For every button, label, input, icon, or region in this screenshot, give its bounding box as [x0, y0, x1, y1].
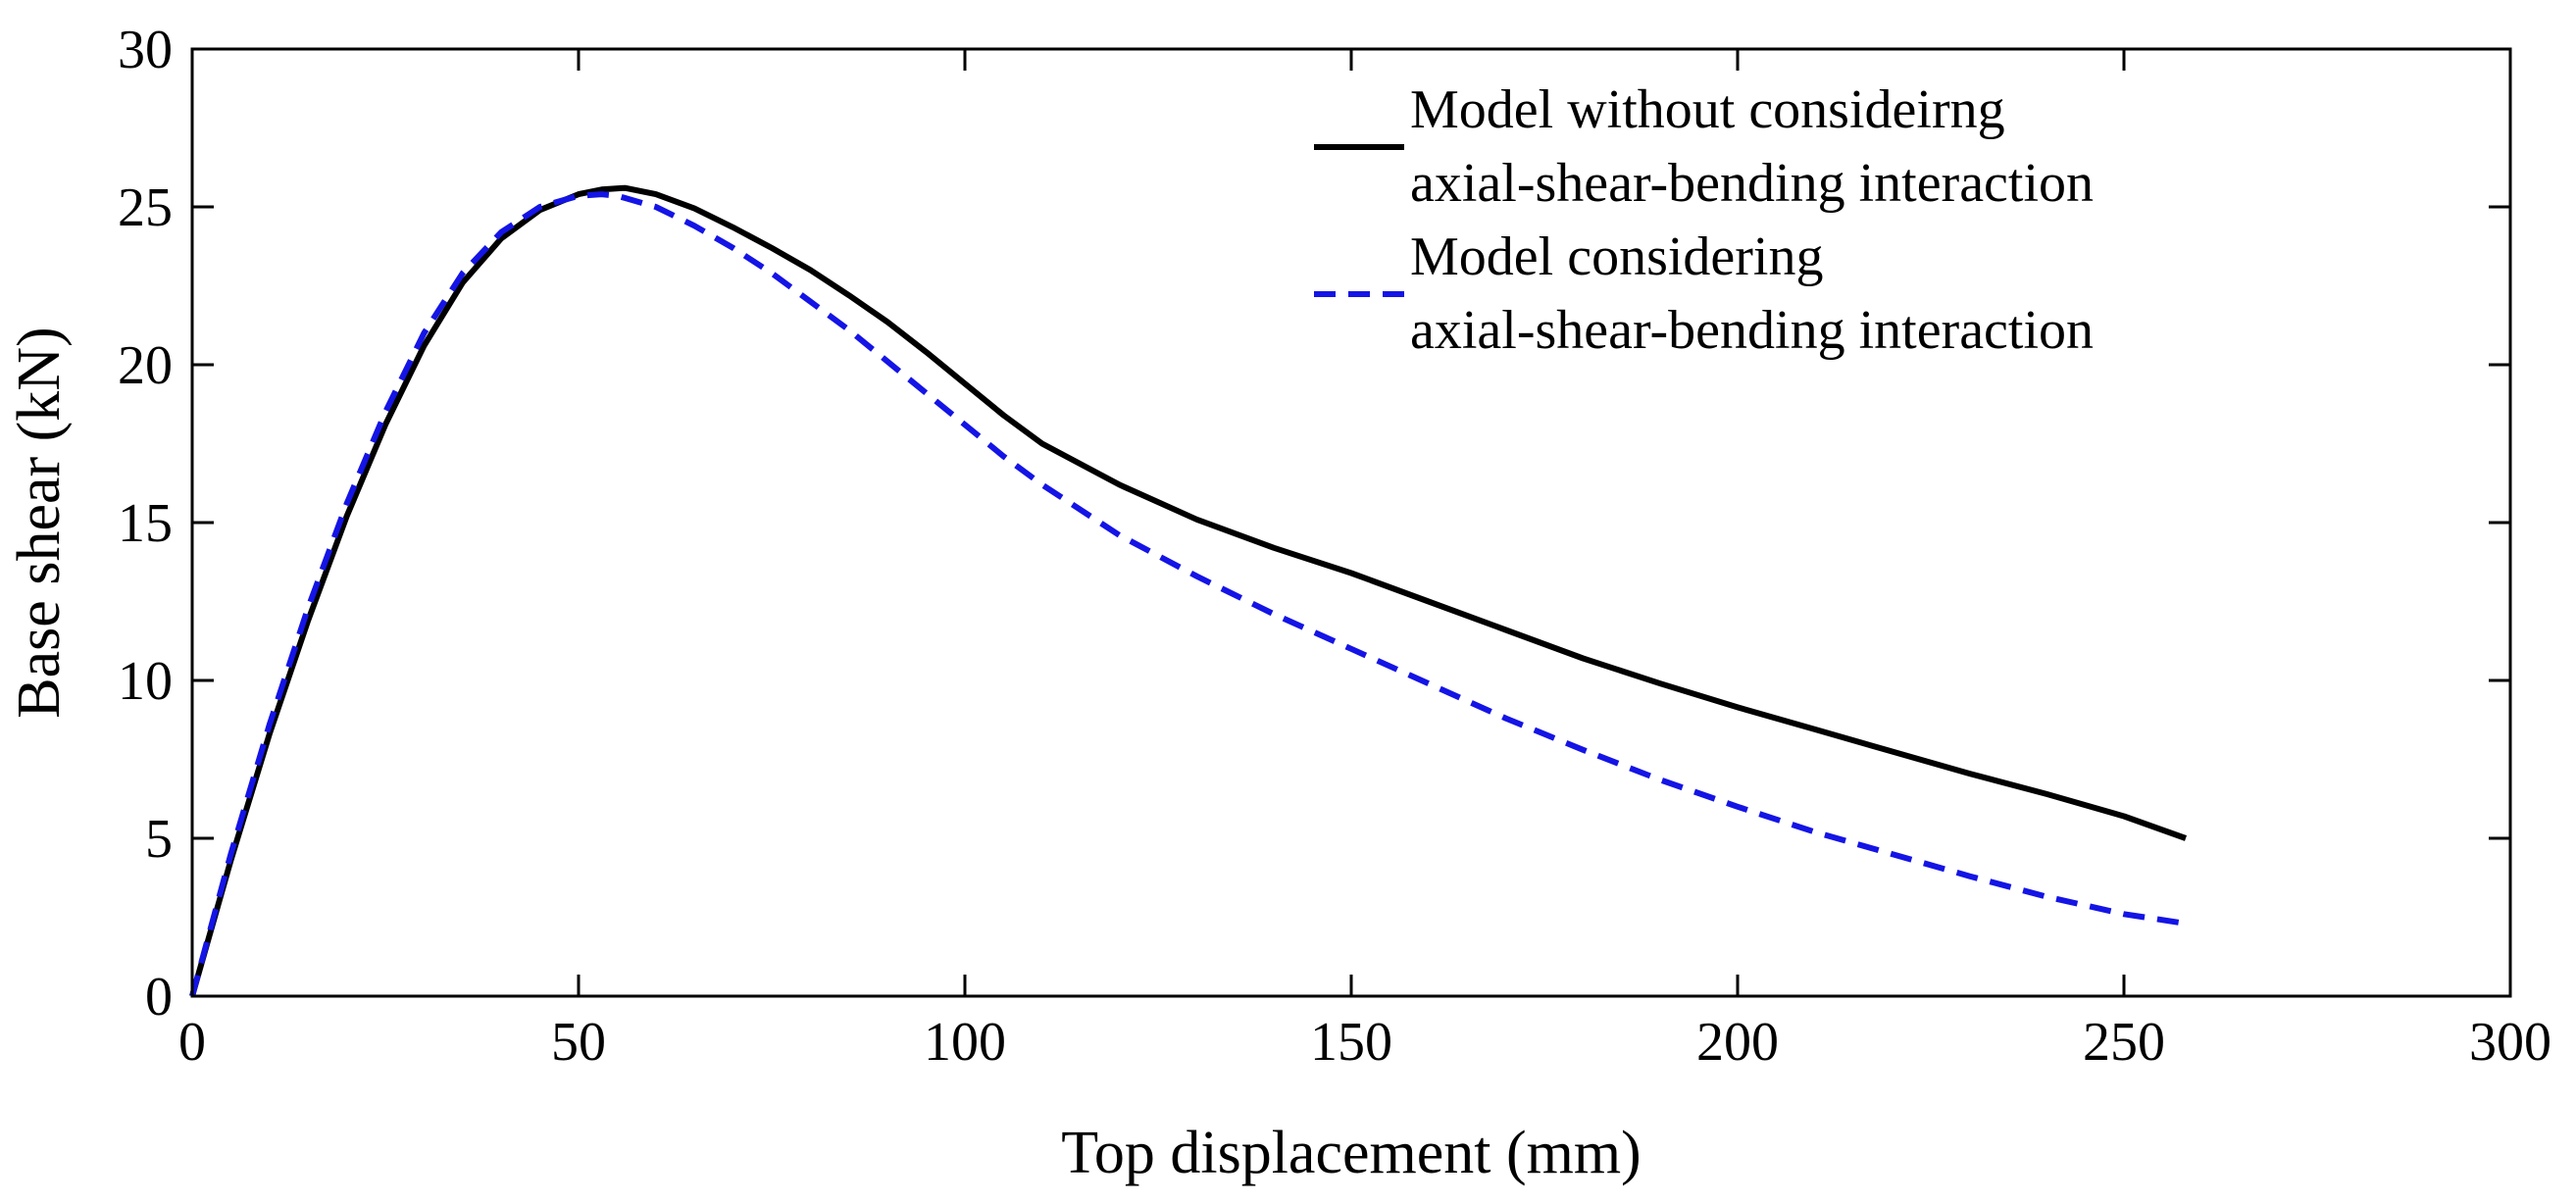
- x-axis: 0 50 100 150 200 250 300: [178, 49, 2551, 1073]
- legend-label-1-line-2: axial-shear-bending interaction: [1410, 153, 2094, 214]
- x-tick-label: 150: [1310, 1012, 1392, 1073]
- y-axis: 0 5 10 15 20 25 30: [118, 20, 2510, 1028]
- y-tick-label: 10: [118, 651, 173, 712]
- x-tick-label: 100: [924, 1012, 1006, 1073]
- y-tick-label: 20: [118, 335, 173, 396]
- series-line-2: [189, 191, 2187, 997]
- x-tick-label: 50: [551, 1012, 606, 1073]
- series-layer: [189, 184, 2188, 997]
- legend: Model without consideirng axial-shear-ben…: [1314, 79, 2094, 361]
- legend-label-2-line-2: axial-shear-bending interaction: [1410, 300, 2094, 361]
- y-axis-label: Base shear (kN): [6, 326, 73, 718]
- x-tick-label: 0: [178, 1012, 206, 1073]
- y-tick-label: 25: [118, 177, 173, 238]
- y-tick-label: 5: [145, 809, 173, 870]
- y-tick-label: 30: [118, 20, 173, 80]
- x-axis-label: Top displacement (mm): [1061, 1120, 1641, 1186]
- legend-label-1-line-1: Model without consideirng: [1410, 79, 2005, 140]
- y-tick-label: 0: [145, 967, 173, 1028]
- legend-label-2-line-1: Model considering: [1410, 226, 1823, 287]
- x-tick-label: 300: [2469, 1012, 2551, 1073]
- x-tick-label: 250: [2083, 1012, 2165, 1073]
- series-line-1: [189, 184, 2188, 997]
- x-tick-label: 200: [1696, 1012, 1779, 1073]
- y-tick-label: 15: [118, 493, 173, 554]
